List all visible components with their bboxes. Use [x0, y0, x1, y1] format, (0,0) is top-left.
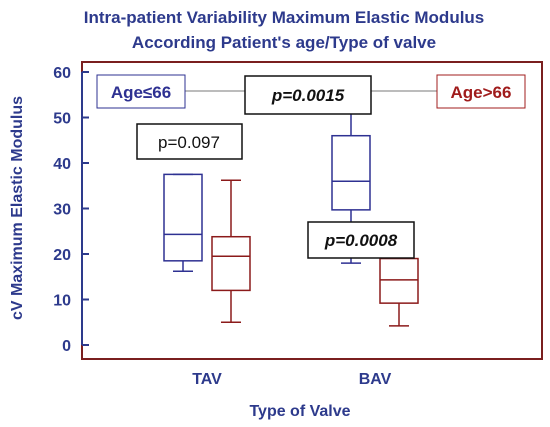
p-overall-box [244, 75, 372, 115]
y-tick-label: 60 [53, 65, 71, 82]
legend-age-low-box [96, 74, 186, 109]
box-groups [163, 97, 419, 327]
y-tick-label: 30 [53, 202, 71, 219]
box-tav-age-low [163, 173, 203, 273]
legend-age-low: Age≤66 [111, 83, 171, 102]
box-iqr [211, 235, 251, 292]
y-tick-label: 0 [62, 338, 71, 355]
box-iqr [379, 257, 419, 304]
box-bav-age-high [379, 248, 419, 327]
p-tav-box [136, 123, 243, 160]
legend-age-high-box [436, 74, 526, 109]
p-overall-label: p=0.0015 [271, 86, 345, 105]
y-tick-label: 10 [53, 293, 71, 310]
p-bav-label: p=0.0008 [324, 231, 398, 250]
y-tick-label: 20 [53, 247, 71, 264]
box-tav-age-high [211, 151, 251, 323]
x-tick-label: TAV [192, 371, 222, 388]
box-iqr [331, 134, 371, 211]
box-iqr [163, 173, 203, 262]
chart-subtitle: According Patient's age/Type of valve [132, 33, 436, 52]
y-axis-label: cV Maximum Elastic Modulus [9, 96, 26, 320]
x-axis-label: Type of Valve [249, 403, 350, 420]
p-tav-label: p=0.097 [158, 133, 220, 152]
y-tick-label: 40 [53, 156, 71, 173]
chart-title: Intra-patient Variability Maximum Elasti… [84, 8, 485, 27]
legend-age-high: Age>66 [451, 83, 512, 102]
y-axis: 0 10 20 30 40 50 60 [53, 65, 89, 355]
y-tick-label: 50 [53, 111, 71, 128]
x-axis: TAV BAV [192, 371, 391, 388]
x-tick-label: BAV [359, 371, 392, 388]
p-bav-box [307, 221, 415, 259]
